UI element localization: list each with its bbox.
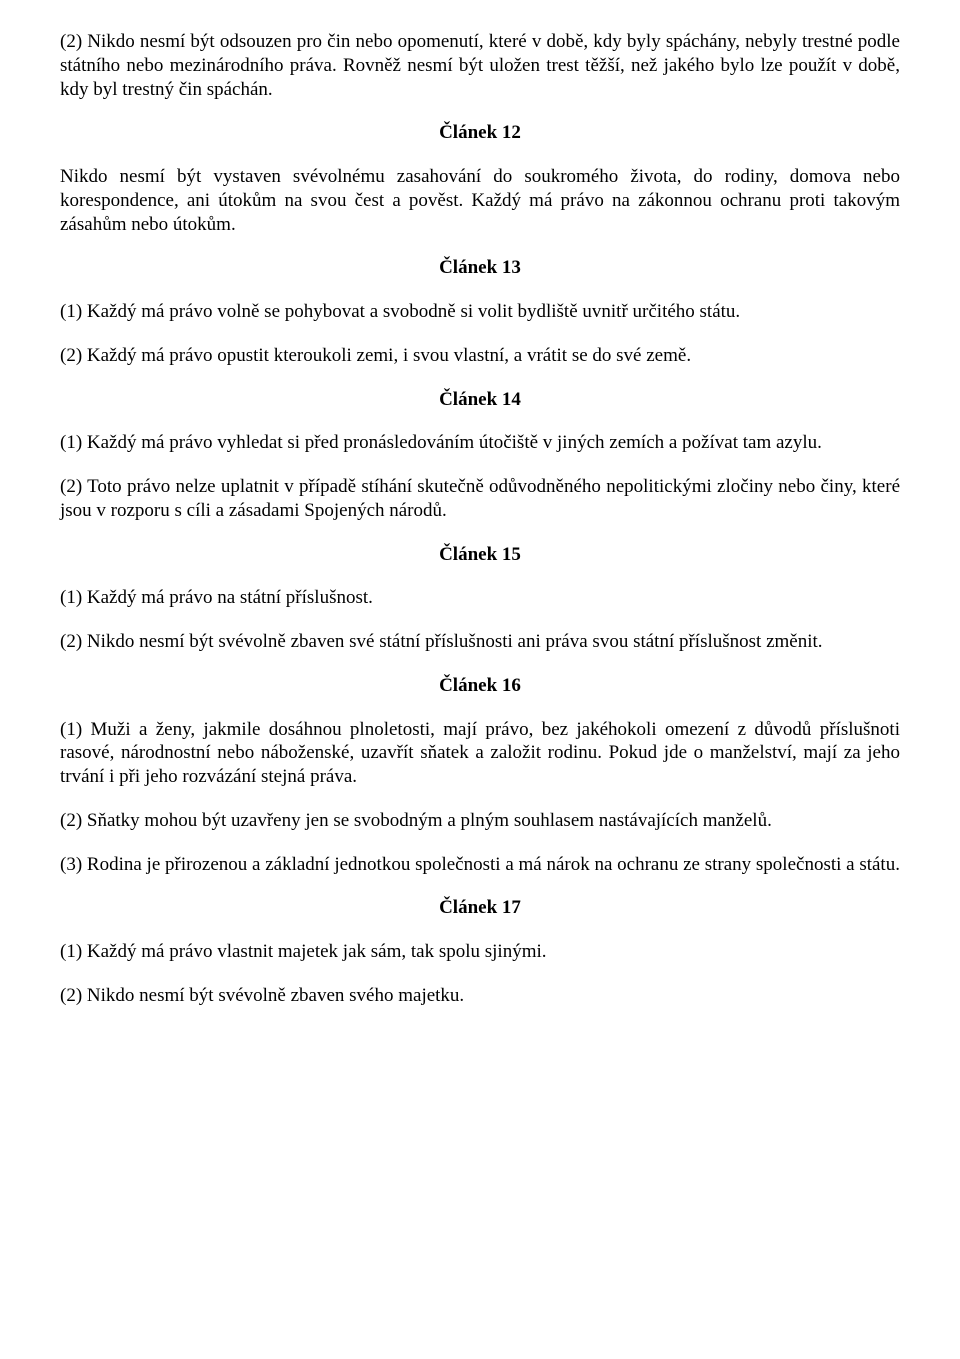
document-page: (2) Nikdo nesmí být odsouzen pro čin neb… <box>0 0 960 1068</box>
article-heading-14: Článek 14 <box>60 388 900 412</box>
paragraph: (1) Každý má právo vyhledat si před pron… <box>60 431 900 455</box>
paragraph: (1) Každý má právo volně se pohybovat a … <box>60 300 900 324</box>
paragraph: Nikdo nesmí být vystaven svévolnému zasa… <box>60 165 900 236</box>
article-heading-17: Článek 17 <box>60 896 900 920</box>
paragraph: (2) Nikdo nesmí být svévolně zbaven své … <box>60 630 900 654</box>
article-heading-12: Článek 12 <box>60 121 900 145</box>
article-heading-15: Článek 15 <box>60 543 900 567</box>
article-heading-16: Článek 16 <box>60 674 900 698</box>
paragraph: (1) Každý má právo vlastnit majetek jak … <box>60 940 900 964</box>
paragraph: (2) Sňatky mohou být uzavřeny jen se svo… <box>60 809 900 833</box>
paragraph: (2) Nikdo nesmí být odsouzen pro čin neb… <box>60 30 900 101</box>
paragraph: (2) Nikdo nesmí být svévolně zbaven svéh… <box>60 984 900 1008</box>
article-heading-13: Článek 13 <box>60 256 900 280</box>
paragraph: (1) Muži a ženy, jakmile dosáhnou plnole… <box>60 718 900 789</box>
paragraph: (1) Každý má právo na státní příslušnost… <box>60 586 900 610</box>
paragraph: (2) Toto právo nelze uplatnit v případě … <box>60 475 900 523</box>
paragraph: (2) Každý má právo opustit kteroukoli ze… <box>60 344 900 368</box>
paragraph: (3) Rodina je přirozenou a základní jedn… <box>60 853 900 877</box>
